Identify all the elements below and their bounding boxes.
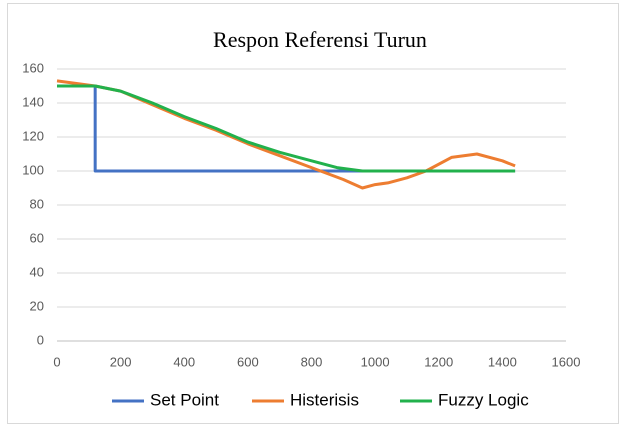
x-tick-label: 1600 (552, 354, 581, 369)
y-tick-label: 80 (30, 196, 44, 211)
y-tick-label: 120 (22, 128, 44, 143)
y-tick-label: 40 (30, 264, 44, 279)
x-tick-label: 1000 (361, 354, 390, 369)
x-tick-label: 1400 (488, 354, 517, 369)
y-tick-label: 0 (37, 332, 44, 347)
legend-label: Set Point (150, 390, 219, 409)
chart-border (7, 3, 619, 424)
line-series (56, 79, 516, 190)
x-tick-label: 600 (237, 354, 259, 369)
chart-title: Respon Referensi Turun (213, 27, 427, 52)
x-tick-label: 0 (53, 354, 60, 369)
y-tick-label: 100 (22, 162, 44, 177)
y-tick-label: 20 (30, 298, 44, 313)
x-tick-label: 400 (173, 354, 195, 369)
y-tick-label: 60 (30, 230, 44, 245)
line-series (57, 84, 516, 173)
y-tick-label: 140 (22, 94, 44, 109)
x-tick-label: 1200 (424, 354, 453, 369)
y-tick-label: 160 (22, 60, 44, 75)
x-tick-label: 200 (110, 354, 132, 369)
legend-label: Histerisis (290, 390, 359, 409)
x-tick-label: 800 (301, 354, 323, 369)
legend-label: Fuzzy Logic (438, 390, 529, 409)
